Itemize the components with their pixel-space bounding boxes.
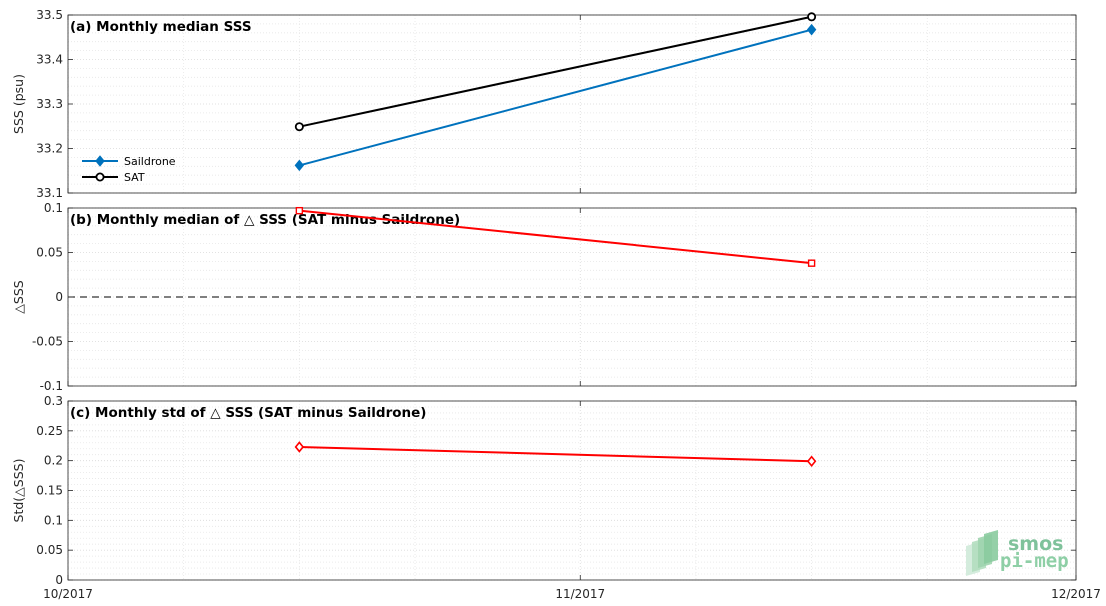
- legend: Saildrone SAT: [82, 155, 176, 184]
- data-point: [95, 172, 105, 182]
- y-axis-label: SSS (psu): [11, 74, 26, 134]
- y-axis-label: Std(△SSS): [11, 459, 26, 523]
- y-tick-label: 33.3: [36, 97, 63, 111]
- y-axis-label: △SSS: [11, 280, 26, 313]
- data-point: [806, 455, 817, 468]
- legend-label: Saildrone: [124, 155, 176, 168]
- y-tick-label: -0.1: [40, 379, 63, 393]
- panel-title: (b) Monthly median of △ SSS (SAT minus S…: [70, 212, 460, 228]
- logo-layer: [984, 530, 998, 564]
- series-line: [299, 15, 812, 128]
- y-tick-label: 33.1: [36, 186, 63, 200]
- y-tick-label: 33.4: [36, 53, 63, 67]
- y-tick-label: 0.15: [36, 484, 63, 498]
- y-tick-label: 0.05: [36, 543, 63, 557]
- y-tick-label: 0: [55, 290, 63, 304]
- y-tick-label: -0.05: [32, 335, 63, 349]
- y-tick-label: 0.2: [44, 454, 63, 468]
- y-tick-label: 0.1: [44, 201, 63, 215]
- x-tick-label: 10/2017: [43, 587, 93, 601]
- panel-b: -0.1 -0.05 0 0.05 0.1 △SSS (b) Monthly median …: [11, 201, 1077, 393]
- data-point: [807, 12, 817, 22]
- data-point: [295, 206, 304, 215]
- y-tick-label: 0.1: [44, 513, 63, 527]
- legend-label: SAT: [124, 171, 145, 184]
- y-tick-label: 33.5: [36, 8, 63, 22]
- panel-a: 33.1 33.2 33.3 33.4 33.5 SSS (psu) (a) Monthly…: [11, 8, 1077, 200]
- y-tick-label: 0.3: [44, 394, 63, 408]
- logo-text-smos: smos: [1008, 533, 1063, 555]
- y-tick-label: 0: [55, 573, 63, 587]
- data-point: [807, 259, 816, 267]
- data-point: [95, 155, 105, 167]
- series-line: [299, 445, 812, 463]
- y-tick-label: 33.2: [36, 142, 63, 156]
- panel-title: (c) Monthly std of △ SSS (SAT minus Sail…: [70, 405, 426, 421]
- series-line: [299, 209, 812, 265]
- panel-c: 0 0.05 0.1 0.15 0.2 0.25 0.3 Std(△SSS) (c) Month…: [11, 394, 1077, 587]
- y-tick-label: 0.05: [36, 246, 63, 260]
- logo-text-pimep: pi-mep: [1000, 550, 1069, 572]
- panel-title: (a) Monthly median SSS: [70, 19, 252, 35]
- data-point: [294, 122, 304, 132]
- x-tick-label: 11/2017: [555, 587, 605, 601]
- data-point: [806, 23, 817, 36]
- x-tick-label: 12/2017: [1051, 587, 1101, 601]
- data-point: [294, 441, 305, 453]
- y-tick-label: 0.25: [36, 424, 63, 438]
- series-line: [299, 28, 812, 167]
- data-point: [294, 159, 305, 172]
